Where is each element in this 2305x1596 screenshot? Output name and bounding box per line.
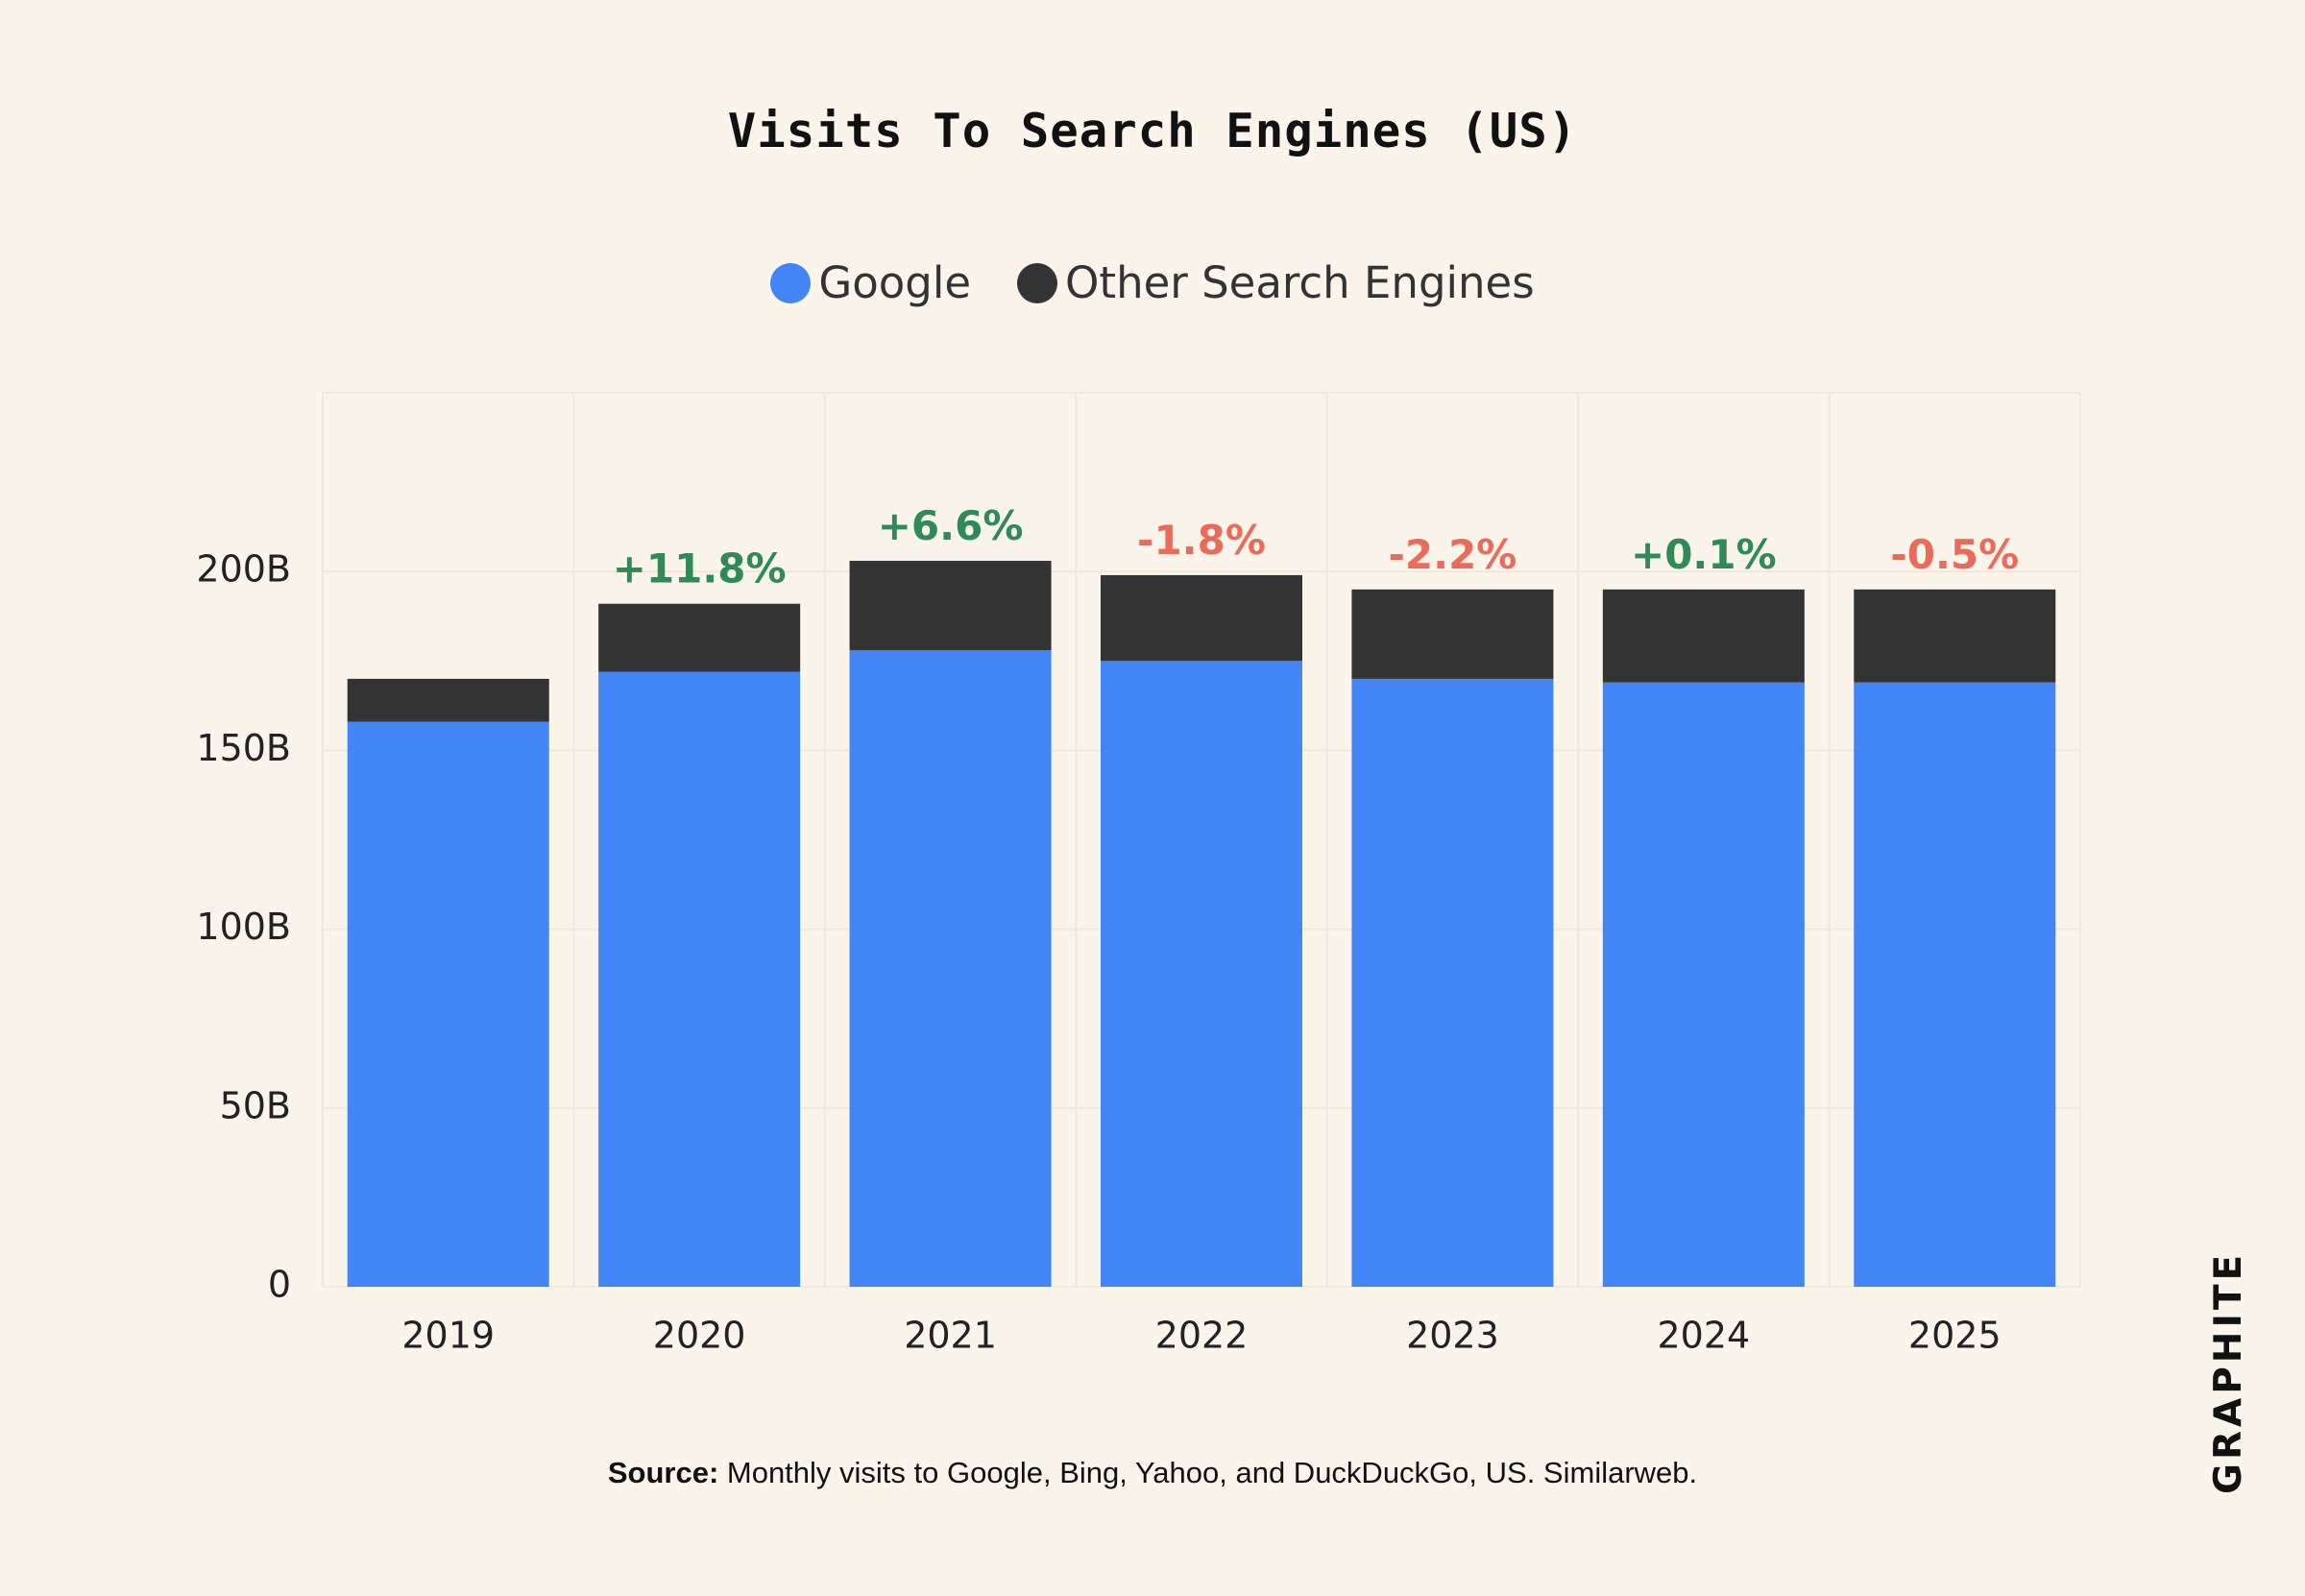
source-label: Source: bbox=[607, 1456, 719, 1489]
x-tick-label: 2025 bbox=[1908, 1315, 2002, 1357]
y-tick-label: 0 bbox=[268, 1264, 291, 1306]
bar-google bbox=[1602, 682, 1805, 1287]
bar-other bbox=[1351, 589, 1554, 679]
change-label: +0.1% bbox=[1631, 531, 1777, 578]
x-tick-label: 2024 bbox=[1657, 1315, 1750, 1357]
legend-label-google: Google bbox=[818, 257, 972, 308]
legend-swatch-other bbox=[1017, 262, 1058, 303]
bar-other bbox=[849, 561, 1052, 651]
change-label: +6.6% bbox=[878, 502, 1024, 549]
legend-item-other: Other Search Engines bbox=[1017, 257, 1535, 308]
source-note: Source: Monthly visits to Google, Bing, … bbox=[0, 1456, 2305, 1490]
change-label: -2.2% bbox=[1388, 531, 1516, 578]
y-tick-label: 200B bbox=[196, 548, 291, 591]
bar-google bbox=[347, 721, 549, 1287]
x-tick-label: 2021 bbox=[904, 1315, 997, 1357]
x-tick-label: 2022 bbox=[1155, 1315, 1249, 1357]
source-text: Monthly visits to Google, Bing, Yahoo, a… bbox=[718, 1456, 1698, 1489]
legend-label-other: Other Search Engines bbox=[1065, 257, 1535, 308]
legend-item-google: Google bbox=[770, 257, 971, 308]
bar-google bbox=[1101, 661, 1302, 1287]
x-tick-label: 2019 bbox=[401, 1315, 495, 1357]
x-tick-label: 2020 bbox=[653, 1315, 746, 1357]
y-tick-label: 150B bbox=[196, 727, 291, 769]
change-label: +11.8% bbox=[613, 545, 787, 592]
x-tick-label: 2023 bbox=[1406, 1315, 1499, 1357]
bar-other bbox=[1854, 589, 2056, 683]
graphite-logo: GRAPHITE bbox=[2211, 1251, 2249, 1494]
bar-other bbox=[347, 678, 549, 722]
bar-google bbox=[598, 671, 801, 1287]
y-tick-label: 50B bbox=[220, 1084, 291, 1126]
legend: Google Other Search Engines bbox=[0, 257, 2305, 308]
bar-google bbox=[1854, 682, 2056, 1287]
bar-google bbox=[849, 650, 1052, 1287]
bar-other bbox=[598, 603, 801, 672]
chart-title: Visits To Search Engines (US) bbox=[727, 104, 1578, 158]
brand-text: GRAPHITE bbox=[2211, 1251, 2249, 1494]
change-label: -0.5% bbox=[1890, 531, 2019, 578]
bar-other bbox=[1101, 574, 1302, 662]
bar-other bbox=[1602, 589, 1805, 683]
legend-swatch-google bbox=[770, 262, 812, 303]
change-label: -1.8% bbox=[1137, 517, 1266, 564]
y-tick-label: 100B bbox=[196, 906, 291, 948]
bar-google bbox=[1351, 678, 1554, 1287]
